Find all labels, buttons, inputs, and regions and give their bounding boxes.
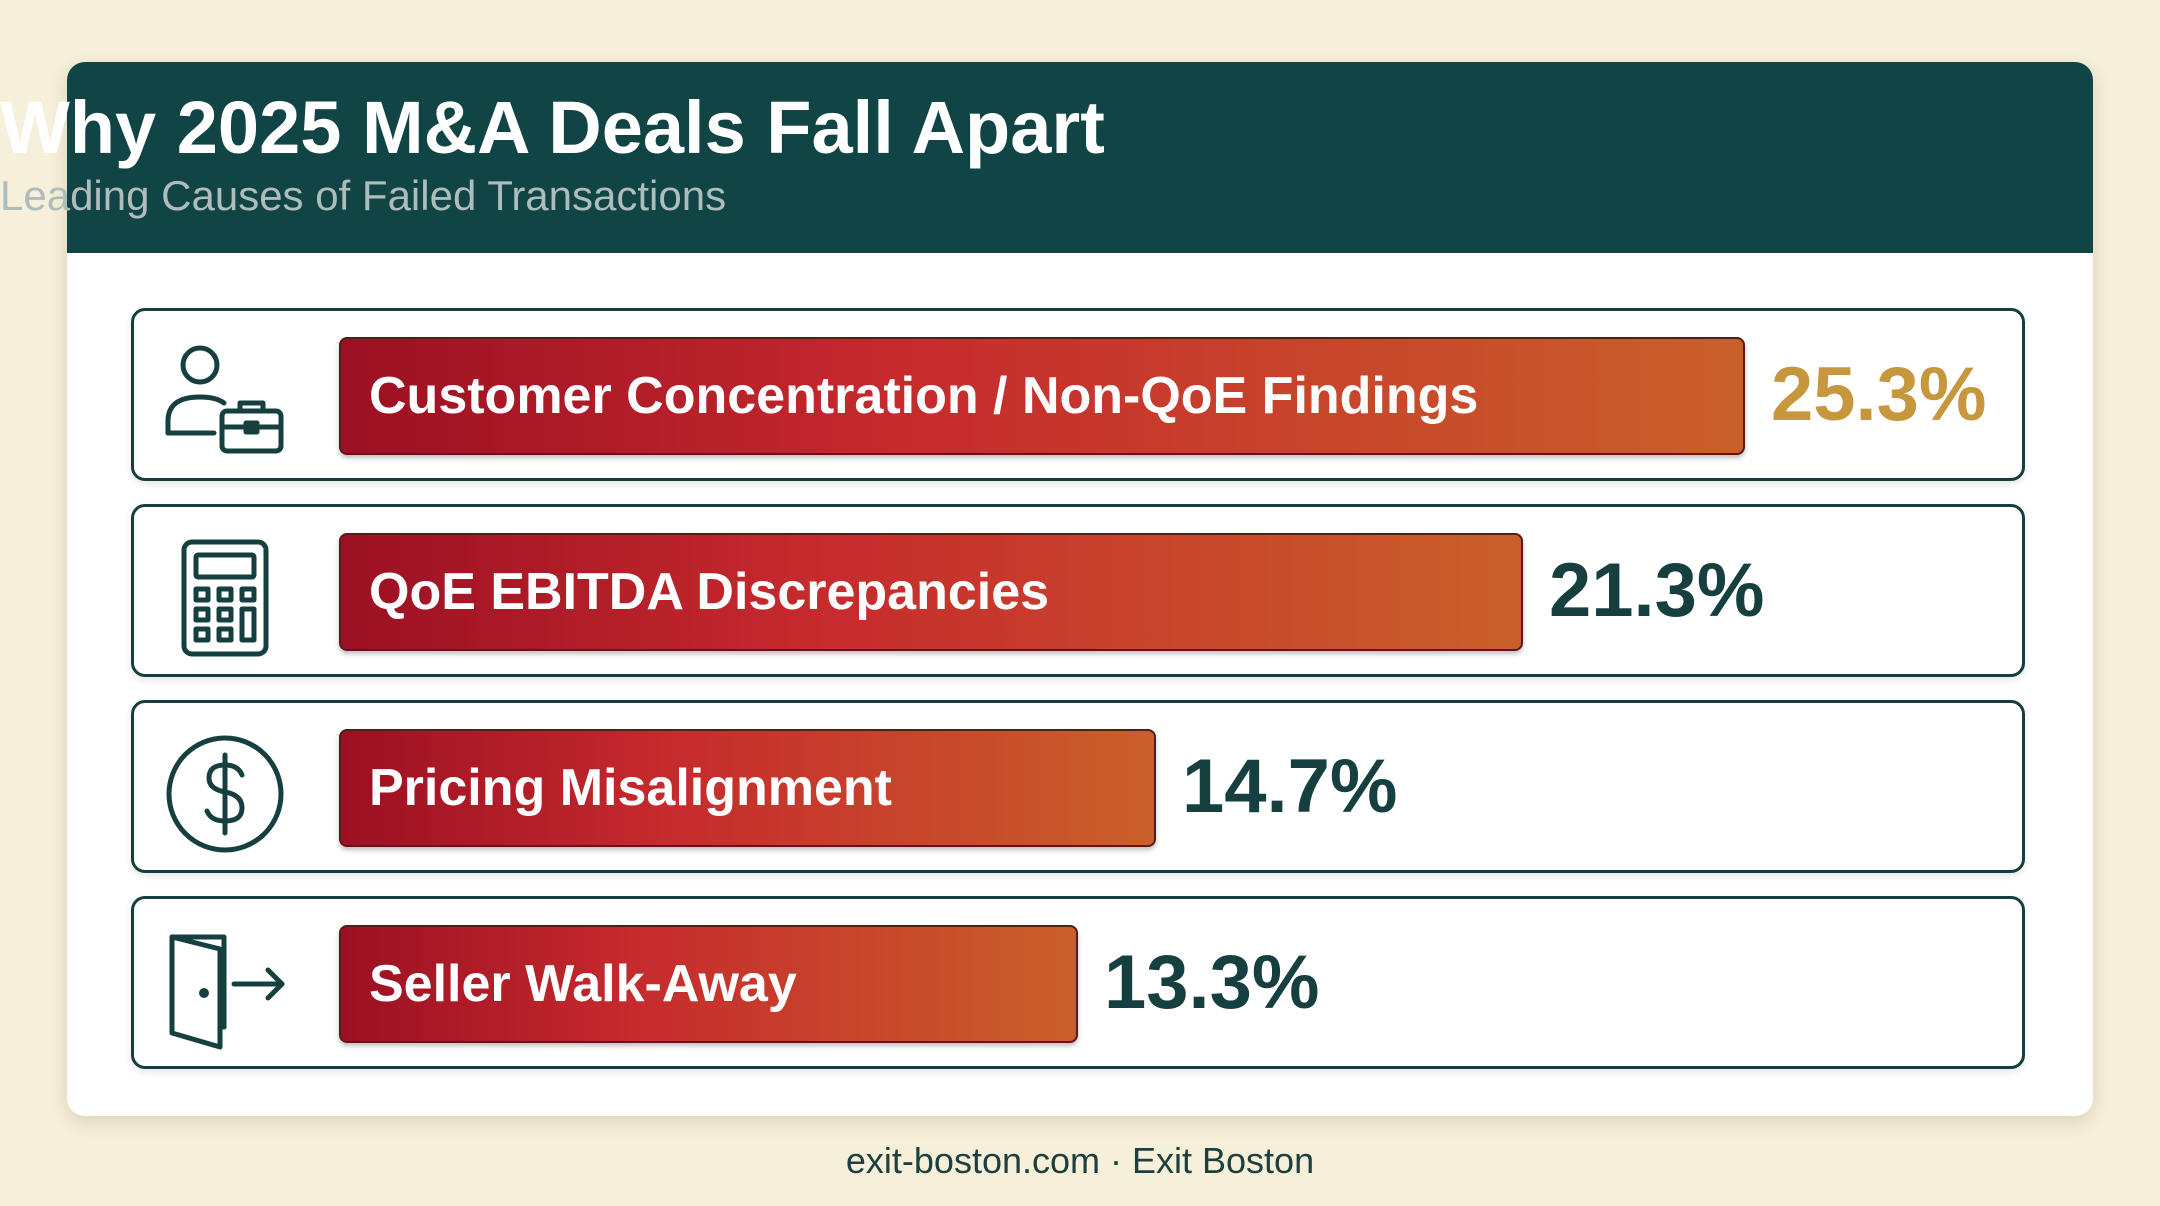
door-exit-icon bbox=[164, 929, 286, 1051]
chart-subtitle: Leading Causes of Failed Transactions bbox=[0, 172, 727, 219]
bar: Pricing Misalignment bbox=[339, 729, 1156, 847]
bar-row: Pricing Misalignment 14.7% bbox=[131, 700, 2025, 873]
bar-value-label: 13.3% bbox=[1104, 940, 1320, 1025]
calculator-icon bbox=[164, 537, 286, 659]
bar: Customer Concentration / Non-QoE Finding… bbox=[339, 337, 1745, 455]
person-briefcase-icon bbox=[164, 341, 286, 463]
bar-row: Seller Walk-Away 13.3% bbox=[131, 896, 2025, 1069]
bar: QoE EBITDA Discrepancies bbox=[339, 533, 1523, 651]
bar-value-label: 14.7% bbox=[1182, 744, 1398, 829]
bar-value-label: 21.3% bbox=[1549, 548, 1765, 633]
bar-category-label: Customer Concentration / Non-QoE Finding… bbox=[369, 367, 1479, 425]
bar-category-label: Pricing Misalignment bbox=[369, 759, 892, 817]
bar-row: QoE EBITDA Discrepancies 21.3% bbox=[131, 504, 2025, 677]
chart-header bbox=[67, 62, 2093, 253]
bar-category-label: Seller Walk-Away bbox=[369, 955, 797, 1013]
bar: Seller Walk-Away bbox=[339, 925, 1078, 1043]
chart-title: Why 2025 M&A Deals Fall Apart bbox=[0, 86, 1105, 169]
bar-value-label: 25.3% bbox=[1771, 352, 1987, 437]
bar-category-label: QoE EBITDA Discrepancies bbox=[369, 563, 1050, 621]
footer-credit: exit-boston.com · Exit Boston bbox=[845, 1140, 1315, 1181]
dollar-circle-icon bbox=[164, 733, 286, 855]
bar-row: Customer Concentration / Non-QoE Finding… bbox=[131, 308, 2025, 481]
